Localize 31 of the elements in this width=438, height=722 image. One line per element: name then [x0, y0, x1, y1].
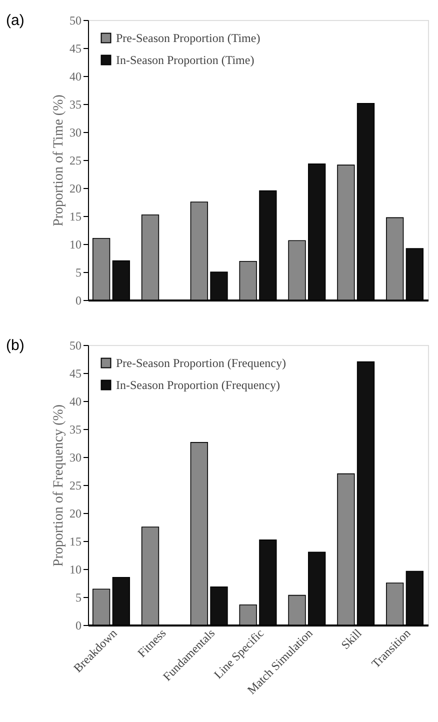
y-tick-label: 35 [70, 98, 82, 112]
y-tick-label: 40 [70, 70, 82, 84]
legend-label: Pre-Season Proportion (Frequency) [116, 356, 286, 370]
y-tick-label: 25 [70, 154, 82, 168]
legend-label: Pre-Season Proportion (Time) [116, 31, 260, 45]
y-tick-label: 50 [70, 338, 82, 352]
y-tick-label: 30 [70, 450, 82, 464]
legend-label: In-Season Proportion (Time) [116, 53, 254, 67]
y-tick-label: 5 [76, 590, 82, 604]
y-tick-label: 35 [70, 422, 82, 436]
y-tick-label: 30 [70, 126, 82, 140]
y-tick-label: 15 [70, 534, 82, 548]
y-tick-label: 20 [70, 182, 82, 196]
y-tick-label: 45 [70, 42, 82, 56]
chart-title: (a) [6, 12, 24, 29]
y-tick-label: 5 [76, 266, 82, 280]
y-tick-label: 25 [70, 478, 82, 492]
y-tick-label: 0 [76, 618, 82, 632]
y-axis-title: Proportion of Time (%) [52, 94, 66, 226]
y-tick-label: 10 [70, 562, 82, 576]
chart-title: (b) [6, 337, 24, 354]
x-tick-label: Skill [338, 626, 365, 652]
y-tick-label: 45 [70, 366, 82, 380]
y-tick-label: 40 [70, 394, 82, 408]
y-tick-label: 15 [70, 210, 82, 224]
y-tick-label: 50 [70, 14, 82, 28]
y-axis-title: Proportion of Frequency (%) [52, 404, 66, 567]
y-tick-label: 10 [70, 238, 82, 252]
y-tick-label: 0 [76, 294, 82, 308]
legend-label: In-Season Proportion (Frequency) [116, 378, 280, 392]
y-tick-label: 20 [70, 506, 82, 520]
